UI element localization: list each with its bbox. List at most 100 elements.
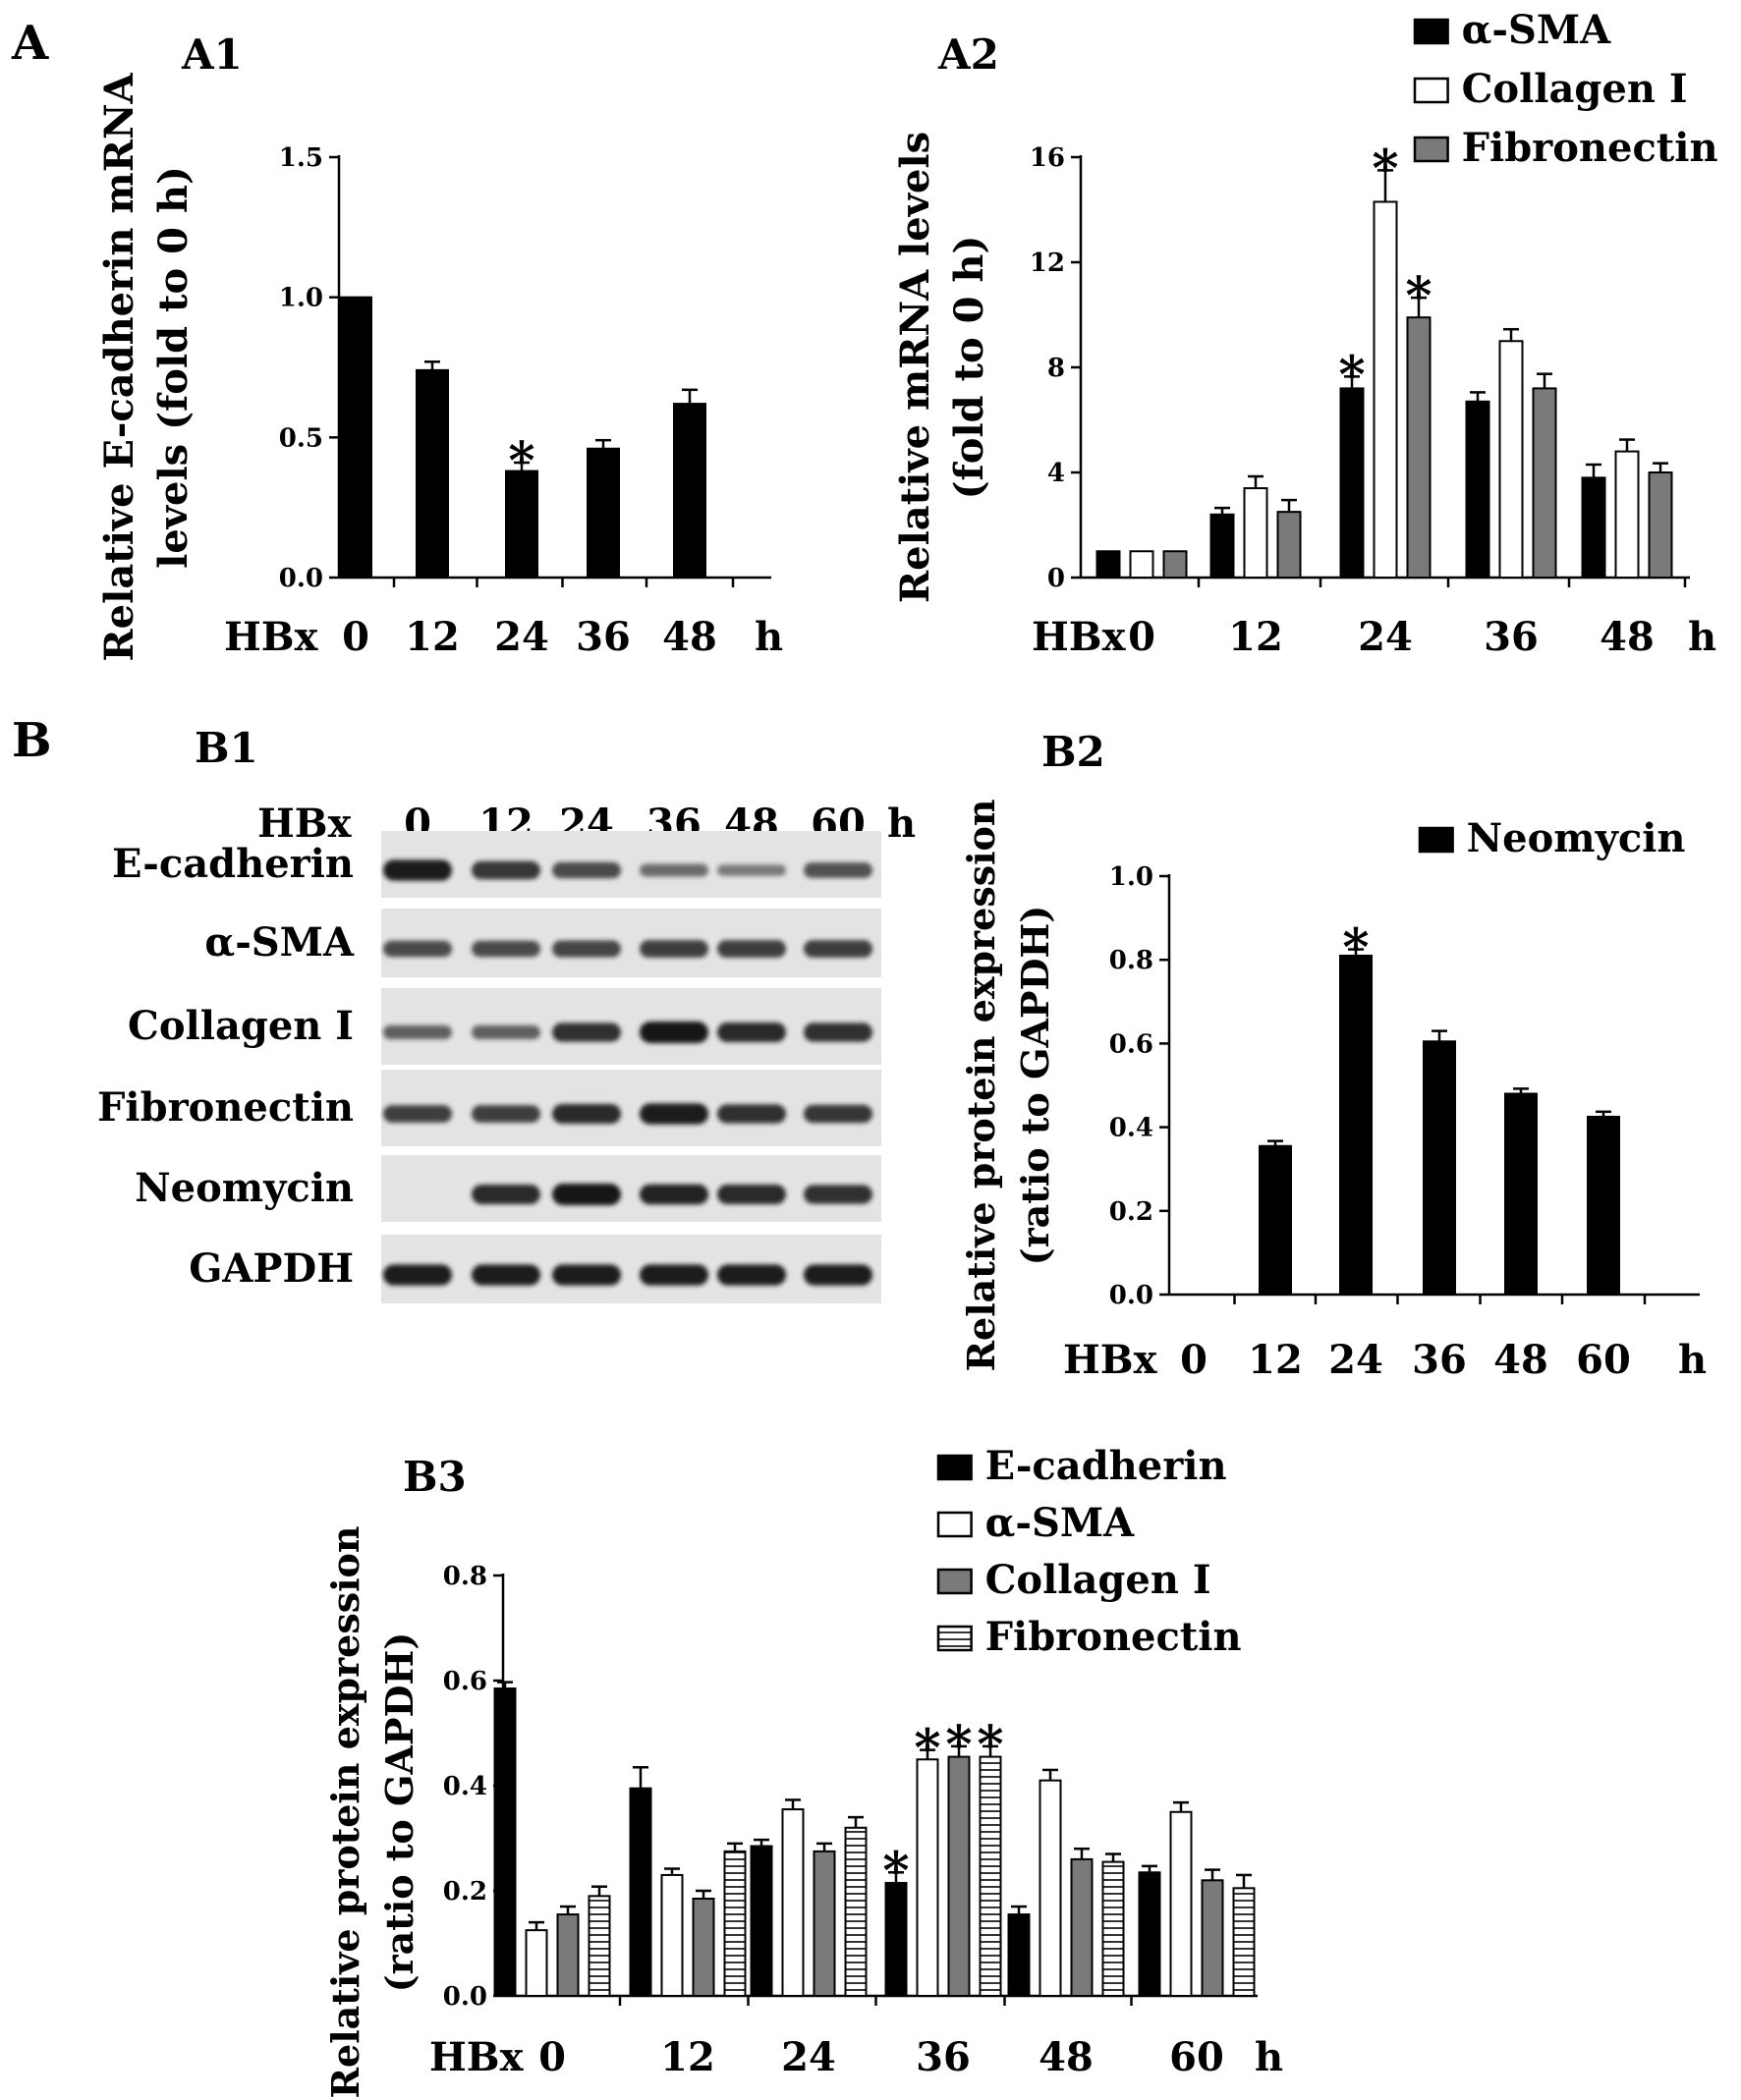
y-tick-label: 0.4 — [1109, 1114, 1153, 1143]
x-prefix-label: HBx — [1032, 614, 1127, 660]
panel-label: B3 — [403, 1453, 467, 1501]
blot-band — [472, 940, 540, 958]
blot-band — [717, 1022, 786, 1042]
blot-band — [383, 940, 452, 958]
blot-band — [804, 862, 872, 878]
bar — [1162, 550, 1188, 579]
blot-band — [472, 1185, 540, 1204]
x-prefix-label: HBx — [429, 2034, 525, 2080]
legend-swatch — [1418, 826, 1454, 854]
legend-label: Neomycin — [1467, 815, 1686, 861]
bar — [1169, 1810, 1193, 1997]
legend-label: E-cadherin — [985, 1443, 1227, 1489]
blot-header-label: HBx — [257, 801, 353, 847]
blot-band — [717, 940, 786, 958]
significance-asterisk: * — [882, 1841, 909, 1901]
x-tick-label: 12 — [1228, 614, 1283, 660]
blot-band — [383, 1024, 452, 1040]
blot-band — [717, 1185, 786, 1204]
bar — [813, 1850, 836, 1997]
y-axis-label: Relative E-cadherin mRNA — [96, 72, 142, 661]
x-tick-label: 0 — [1180, 1337, 1207, 1383]
x-tick-label: 24 — [1328, 1337, 1383, 1383]
y-tick-label: 12 — [1030, 249, 1065, 278]
x-tick-label: 36 — [1484, 614, 1539, 660]
blot-row-label: E-cadherin — [112, 841, 354, 887]
x-tick-label: 12 — [405, 614, 460, 660]
legend: Neomycin — [1418, 815, 1686, 861]
blot-band — [383, 1264, 452, 1286]
blot-band — [383, 1105, 452, 1123]
x-tick-label: 0 — [538, 2034, 566, 2080]
bar — [844, 1826, 868, 1998]
panel-label: A1 — [181, 30, 243, 79]
bar — [1373, 200, 1398, 579]
blot-strip — [381, 909, 881, 977]
blot-strip — [381, 1235, 881, 1303]
blot-band — [804, 1022, 872, 1042]
y-axis-label: (ratio to GAPDH) — [1013, 906, 1057, 1266]
blot-band — [717, 1104, 786, 1124]
legend-label: α-SMA — [1462, 7, 1612, 53]
y-tick-label: 0.8 — [1109, 946, 1153, 975]
bar — [1259, 1144, 1292, 1297]
blot-band — [717, 1264, 786, 1286]
blot-band — [552, 1264, 621, 1286]
blot-band — [640, 1103, 708, 1125]
bar — [493, 1687, 517, 1998]
blot-band — [804, 940, 872, 958]
bar — [1232, 1887, 1256, 1997]
significance-asterisk: * — [945, 1715, 972, 1775]
y-tick-label: 0.8 — [443, 1562, 487, 1591]
bar — [1007, 1913, 1031, 1997]
bar — [750, 1845, 773, 1998]
x-tick-label: 36 — [576, 614, 631, 660]
x-unit-label: h — [1678, 1337, 1707, 1383]
y-tick-label: 0.2 — [443, 1877, 487, 1907]
panel-label: B2 — [1041, 728, 1105, 776]
y-tick-label: 0.5 — [279, 423, 323, 453]
bar — [1532, 387, 1557, 579]
bar — [1465, 400, 1490, 579]
y-tick-label: 0.0 — [1109, 1281, 1153, 1310]
panel-label-B: B — [12, 713, 52, 768]
bar — [1243, 487, 1268, 579]
x-tick-label: 48 — [662, 614, 717, 660]
legend-swatch — [936, 1511, 973, 1538]
bar — [556, 1913, 580, 1997]
legend-label: α-SMA — [985, 1500, 1136, 1546]
blot-band — [640, 940, 708, 958]
bar — [525, 1929, 548, 1997]
bar — [339, 296, 372, 579]
blot-band — [640, 863, 708, 877]
bar — [947, 1755, 971, 1997]
bar — [1201, 1879, 1224, 1998]
x-tick-label: 0 — [342, 614, 369, 660]
bar — [1070, 1857, 1094, 1998]
bar — [1504, 1092, 1538, 1297]
chart-b3: B3 Relative protein expression (ratio to G… — [323, 1443, 1283, 2099]
blot-strip — [381, 831, 881, 898]
y-tick-label: 0.6 — [1109, 1029, 1153, 1059]
legend-label: Fibronectin — [1462, 125, 1718, 171]
blot-row-label: GAPDH — [189, 1245, 354, 1292]
significance-asterisk: * — [914, 1719, 940, 1779]
blot-band — [552, 861, 621, 879]
bar — [1101, 1860, 1125, 1997]
bar — [1129, 550, 1154, 579]
x-tick-label: 24 — [1358, 614, 1413, 660]
blot-row-label: Collagen I — [128, 1003, 354, 1049]
blot-band — [640, 1022, 708, 1043]
significance-asterisk: * — [1338, 345, 1365, 405]
bar — [505, 470, 538, 579]
x-unit-label: h — [755, 614, 783, 660]
blot-band — [640, 1264, 708, 1286]
bar — [1095, 550, 1121, 579]
y-tick-label: 8 — [1047, 354, 1065, 383]
legend-swatch — [936, 1625, 973, 1652]
significance-asterisk: * — [1342, 918, 1369, 978]
blot-strip — [381, 1070, 881, 1146]
x-tick-label: 48 — [1039, 2034, 1094, 2080]
